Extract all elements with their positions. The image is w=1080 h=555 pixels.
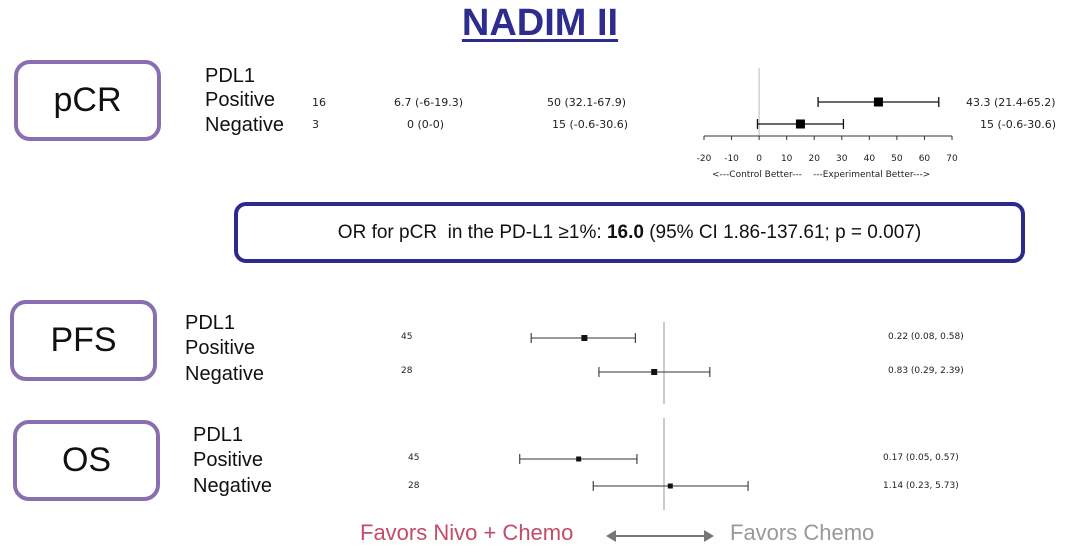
os-label: OS — [61, 441, 112, 479]
pcr-label: pCR — [53, 81, 122, 119]
page-title: NADIM II — [461, 2, 619, 44]
pfs-forest-plot — [530, 322, 711, 404]
os-row-negative-label: Negative — [193, 475, 272, 497]
os-row-positive-label: Positive — [193, 449, 264, 471]
pcr-positive-control: 6.7 (-6-19.3) — [394, 96, 464, 109]
pcr-tick-label: 10 — [781, 154, 793, 164]
pcr-tick-label: -20 — [697, 154, 712, 164]
pcr-axis-caption-right: ---Experimental Better---> — [813, 170, 931, 180]
os-point-estimate — [667, 483, 673, 489]
pfs-point-estimate — [581, 335, 588, 341]
pcr-point-estimate — [873, 97, 883, 107]
os-group-label: PDL1 — [193, 424, 244, 446]
pfs-positive-n: 45 — [401, 332, 413, 342]
pfs-group-label: PDL1 — [185, 312, 236, 334]
or-value: 16.0 — [606, 221, 644, 243]
os-negative-hr: 1.14 (0.23, 5.73) — [883, 481, 959, 491]
pfs-point-estimate — [651, 369, 658, 375]
favors-left-label: Favors Nivo + Chemo — [360, 520, 573, 546]
pcr-tick-label: 20 — [808, 154, 820, 164]
pcr-forest-plot: -20 -10 0 10 20 30 40 50 60 70 — [697, 68, 958, 164]
or-suffix: (95% CI 1.86-137.61; p = 0.007) — [643, 221, 922, 243]
os-positive-hr: 0.17 (0.05, 0.57) — [883, 453, 959, 463]
pcr-tick-label: 40 — [864, 154, 876, 164]
pcr-positive-diff: 43.3 (21.4-65.2) — [966, 96, 1056, 109]
pcr-row-negative-label: Negative — [205, 114, 284, 136]
os-positive-n: 45 — [408, 453, 420, 463]
pcr-tick-label: 50 — [891, 154, 903, 164]
os-label-box: OS — [13, 420, 160, 501]
pfs-label: PFS — [50, 321, 117, 359]
pfs-row-positive-label: Positive — [185, 337, 256, 359]
favors-left-text: Favors Nivo + Chemo — [360, 520, 574, 545]
pcr-negative-diff: 15 (-0.6-30.6) — [980, 118, 1057, 131]
pcr-tick-label: 60 — [919, 154, 931, 164]
pfs-label-box: PFS — [10, 300, 157, 381]
favors-right-label: Favors Chemo — [730, 520, 874, 546]
pcr-tick-label: -10 — [724, 154, 739, 164]
os-negative-n: 28 — [408, 481, 420, 491]
pfs-negative-hr: 0.83 (0.29, 2.39) — [888, 366, 964, 376]
or-prefix: OR for pCR in the PD-L1 ≥1%: — [337, 221, 607, 243]
or-summary-box: OR for pCR in the PD-L1 ≥1%: 16.0 (95% C… — [234, 202, 1025, 263]
pfs-row-negative-label: Negative — [185, 363, 264, 385]
pcr-negative-experimental: 15 (-0.6-30.6) — [552, 118, 629, 131]
pcr-negative-control: 0 (0-0) — [407, 118, 445, 131]
pcr-point-estimate — [795, 119, 805, 129]
pcr-axis-caption-left: <---Control Better--- — [712, 170, 802, 180]
pcr-label-box: pCR — [14, 60, 161, 141]
pcr-row-positive-label: Positive — [205, 89, 276, 111]
pcr-tick-label: 70 — [946, 154, 958, 164]
pcr-group-label: PDL1 — [205, 65, 256, 87]
pcr-tick-label: 0 — [756, 154, 762, 164]
favors-right-text: Favors Chemo — [730, 520, 875, 545]
pcr-positive-experimental: 50 (32.1-67.9) — [547, 96, 627, 109]
pfs-negative-n: 28 — [401, 366, 413, 376]
pcr-positive-n: 16 — [312, 96, 326, 109]
pfs-positive-hr: 0.22 (0.08, 0.58) — [888, 332, 964, 342]
pcr-negative-n: 3 — [312, 118, 319, 131]
pcr-tick-label: 30 — [836, 154, 848, 164]
double-arrow-icon — [606, 530, 714, 542]
os-forest-plot — [519, 418, 749, 510]
os-point-estimate — [576, 456, 582, 462]
